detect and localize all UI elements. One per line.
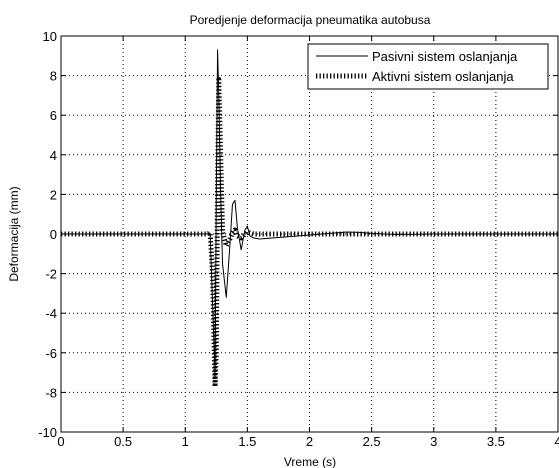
y-tick-label: -6	[45, 346, 57, 361]
series-line-pasivni	[61, 49, 558, 378]
ticks: 0 0.5 1 1.5 2 2.5 3 3.5 4 -10 -8 -6 -4 -2 0 2 4 6 8 10	[38, 29, 559, 449]
x-tick-label: 3	[430, 434, 437, 449]
y-tick-label: 10	[43, 29, 57, 44]
legend-box	[307, 43, 549, 90]
y-tick-label: -10	[38, 425, 57, 440]
y-tick-label: 6	[50, 108, 57, 123]
legend-label-aktivni: Aktivni sistem oslanjanja	[372, 69, 514, 84]
y-tick-label: -4	[45, 306, 57, 321]
x-tick-label: 1	[182, 434, 189, 449]
legend-label-pasivni: Pasivni sistem oslanjanja	[372, 49, 518, 64]
y-axis-label: Deformacija (mm)	[7, 186, 21, 281]
y-tick-label: 4	[50, 148, 57, 163]
x-tick-label: 3.5	[487, 434, 505, 449]
chart-title: Poredjenje deformacija pneumatika autobu…	[190, 13, 431, 27]
series-layer	[61, 49, 558, 389]
y-tick-label: 8	[50, 69, 57, 84]
y-tick-label: -2	[45, 267, 57, 282]
y-tick-label: 0	[50, 227, 57, 242]
y-tick-label: -8	[45, 385, 57, 400]
x-tick-label: 4	[554, 434, 559, 449]
legend: Pasivni sistem oslanjanja Aktivni sistem…	[307, 43, 549, 90]
x-axis-label: Vreme (s)	[284, 455, 336, 468]
y-tick-label: 2	[50, 187, 57, 202]
x-tick-label: 1.5	[238, 434, 256, 449]
x-tick-label: 2.5	[363, 434, 381, 449]
x-tick-label: 2	[306, 434, 313, 449]
x-tick-label: 0	[57, 434, 64, 449]
x-tick-label: 0.5	[114, 434, 132, 449]
